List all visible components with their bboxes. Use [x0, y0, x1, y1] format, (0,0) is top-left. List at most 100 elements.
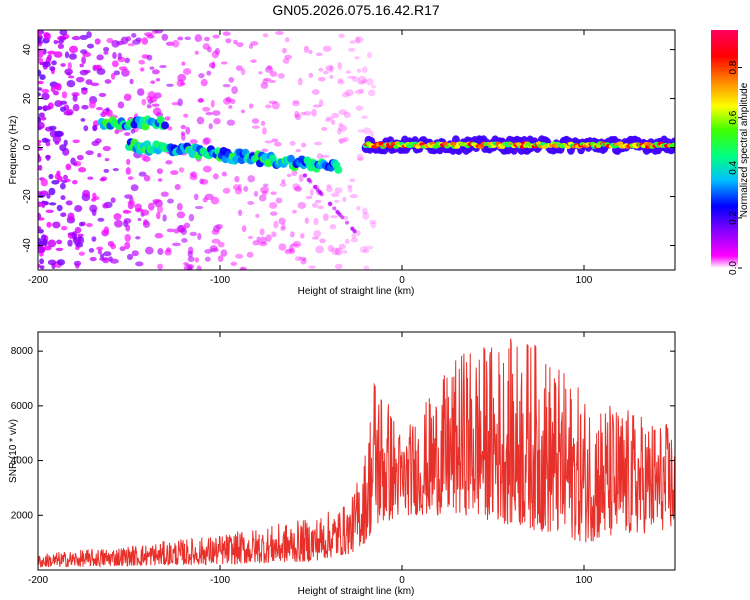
spectrogram-cell: [104, 79, 112, 84]
spectrogram-cell: [324, 118, 332, 122]
spectrogram-cell: [280, 226, 286, 231]
colorbar-tick-label: 0.2: [728, 211, 739, 225]
spectrogram-cell: [363, 265, 370, 270]
spectrogram-cell: [38, 143, 41, 147]
spectrogram-cell: [250, 41, 259, 46]
spectrogram-cell: [63, 139, 68, 147]
snr-x-label: Height of straight line (km): [298, 586, 415, 597]
spectrogram-cell: [80, 221, 86, 226]
spectrogram-cell: [92, 124, 98, 132]
spectrogram-cell: [103, 168, 110, 173]
spectrogram-cell: [255, 213, 260, 219]
spectrogram-cell: [371, 84, 377, 89]
spectrogram-cell: [194, 34, 203, 43]
spectrogram-cell: [39, 258, 44, 265]
spectrogram-cell: [204, 249, 213, 254]
spectrogram-cell: [275, 30, 284, 36]
colorbar: 0.0 0.2 0.4 0.6 0.8 Normalized spectral ampl…: [711, 30, 750, 275]
spectrogram-cell: [184, 36, 191, 41]
spectrogram-cell: [41, 88, 50, 94]
spectrogram-cell: [38, 80, 44, 85]
spectrogram-cell: [72, 139, 80, 144]
spectrogram-cell: [329, 224, 337, 230]
spectrogram-cell: [298, 174, 304, 183]
snr-x-tick-label: 0: [399, 575, 405, 586]
spectrogram-y-label: Frequency (Hz): [8, 116, 19, 185]
spectrogram-cell: [146, 54, 153, 61]
spectrogram-cell: [343, 111, 351, 119]
spectrogram-cell: [38, 237, 43, 245]
snr-x-tick-label: 100: [576, 575, 593, 586]
spectrogram-cell: [157, 178, 163, 182]
spectrogram-y-tick-label: 20: [22, 93, 33, 105]
spectrogram-cell: [277, 72, 285, 79]
spectrogram-cell: [159, 64, 167, 69]
spectrogram-cell: [240, 68, 246, 76]
spectrogram-cell: [96, 54, 104, 61]
spectrogram-cell: [150, 80, 156, 85]
spectrogram-cell: [53, 90, 59, 96]
spectrogram-cell: [38, 228, 44, 234]
spectrogram-cell: [177, 73, 187, 82]
spectrogram-cell: [211, 228, 220, 235]
spectrogram-cell: [98, 92, 107, 97]
spectrogram-cell: [72, 162, 78, 166]
spectrogram-cell: [79, 34, 89, 40]
spectrogram-cell: [38, 37, 42, 44]
spectrogram-cell: [77, 233, 84, 237]
spectrogram-cell: [326, 186, 333, 192]
spectrogram-cell: [157, 263, 163, 270]
spectrogram-cell: [356, 230, 361, 237]
spectrogram-cell: [189, 231, 198, 237]
spectrogram-cell: [271, 101, 280, 110]
spectrogram-cell: [341, 92, 350, 98]
spectrogram-cell: [111, 60, 119, 68]
spectrogram-cell: [291, 170, 298, 176]
spectrogram-cell: [59, 144, 67, 152]
spectrogram-cell: [106, 38, 114, 44]
spectrogram-y-tick-label: -40: [22, 238, 33, 253]
spectrogram-cell: [213, 118, 221, 125]
spectrogram-cell: [49, 66, 56, 71]
spectrogram-cell: [364, 245, 374, 250]
snr-y-ticks: 2000 4000 6000 8000: [11, 346, 675, 521]
spectrogram-cell: [67, 62, 72, 70]
spectrogram-cell: [264, 66, 274, 73]
spectrogram-cell: [289, 244, 294, 252]
spectrogram-cell: [300, 233, 305, 239]
spectrogram-cell: [138, 171, 147, 177]
spectrogram-cell: [59, 106, 67, 112]
spectrogram-cell: [88, 100, 96, 109]
spectrogram-cell: [38, 116, 42, 124]
spectrogram-cell: [265, 104, 272, 109]
spectrogram-cell: [156, 168, 163, 175]
spectrogram-cell: [167, 198, 174, 204]
spectrogram-cell: [338, 138, 344, 145]
spectrogram-cell: [325, 65, 334, 71]
spectrogram-cell: [357, 129, 365, 133]
spectrogram-cell: [181, 61, 186, 66]
spectrogram-cell: [202, 165, 212, 173]
spectrogram-cell: [268, 201, 278, 209]
spectrogram-cell: [110, 72, 116, 80]
spectrogram-cell: [86, 31, 92, 39]
spectrogram-cell: [286, 173, 292, 178]
spectrogram-cell: [226, 119, 236, 126]
spectrogram-cell: [53, 51, 63, 58]
spectrogram-cell: [111, 40, 120, 48]
spectrogram-cell: [294, 185, 303, 192]
colorbar-tick-label: 0.4: [728, 160, 739, 174]
spectrogram-cell: [124, 132, 131, 136]
spectrogram-cell: [38, 226, 42, 230]
spectrogram-cell: [151, 69, 160, 75]
spectrogram-cell: [141, 153, 147, 161]
spectrogram-cell: [117, 101, 125, 109]
spectrogram-cell: [260, 186, 270, 194]
snr-x-ticks: -200 -100 0 100: [28, 332, 593, 586]
spectrogram-cell: [238, 209, 243, 216]
spectrogram-cell: [131, 32, 137, 38]
spectrogram-cell: [187, 256, 195, 262]
spectrogram-cell: [211, 238, 221, 244]
colorbar-tick-label: 0.6: [728, 110, 739, 124]
